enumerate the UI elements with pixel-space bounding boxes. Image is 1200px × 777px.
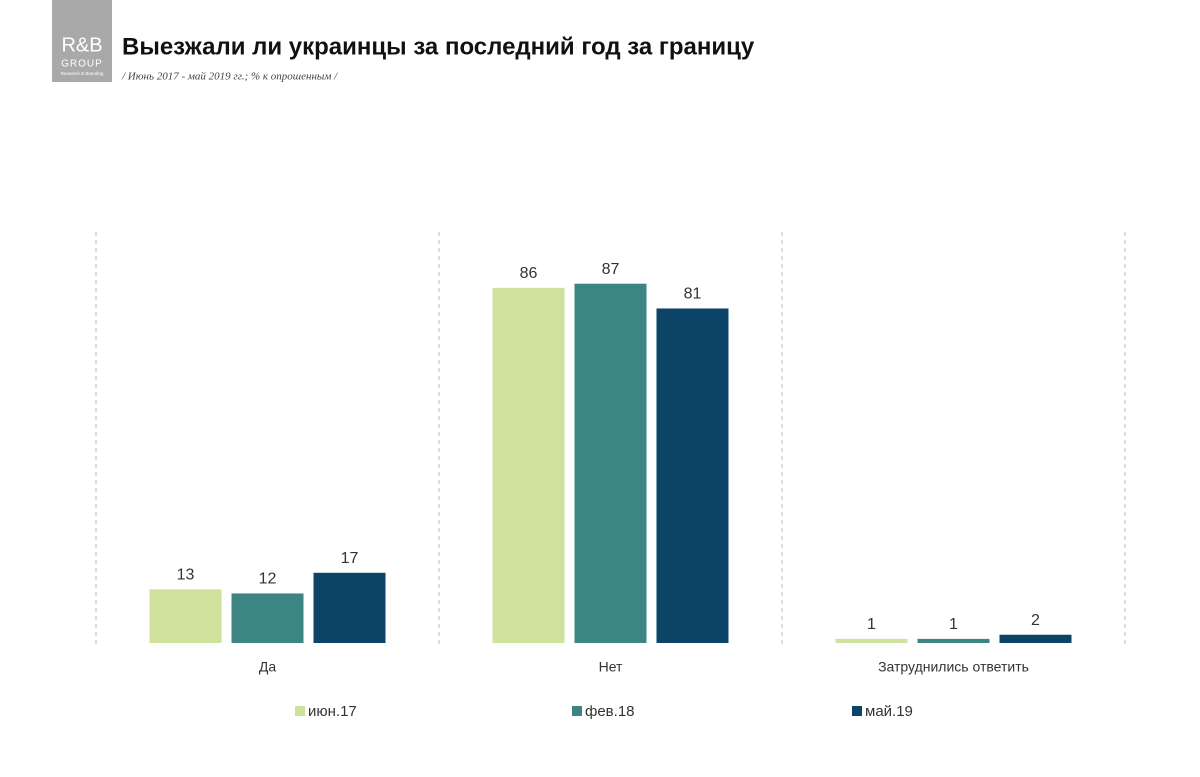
logo-text: GROUP — [61, 59, 103, 70]
bar — [999, 634, 1072, 643]
legend-label: июн.17 — [308, 703, 357, 720]
chart-title: Выезжали ли украинцы за последний год за… — [122, 33, 755, 60]
legend-label: май.19 — [865, 703, 913, 720]
legend-swatch — [295, 706, 305, 716]
bar — [574, 283, 647, 643]
bar — [149, 589, 222, 643]
separators — [95, 232, 1126, 645]
value-label: 13 — [177, 567, 195, 584]
bar — [313, 572, 386, 643]
bar — [835, 638, 908, 643]
value-label: 87 — [602, 261, 620, 278]
value-label: 2 — [1031, 612, 1040, 629]
value-label: 1 — [949, 616, 958, 633]
bar — [656, 308, 729, 643]
value-label: 86 — [520, 265, 538, 282]
x-tick-label: Затруднились ответить — [878, 659, 1029, 675]
x-tick-label: Да — [259, 659, 276, 675]
logo-box — [52, 0, 112, 82]
bar — [917, 638, 990, 643]
logo-text: R&B — [61, 34, 102, 56]
value-label: 1 — [867, 616, 876, 633]
chart-subtitle: / Июнь 2017 - май 2019 гг.; % к опрошенн… — [121, 71, 338, 83]
bar — [492, 287, 565, 643]
legend-label: фев.18 — [585, 703, 635, 720]
legend-swatch — [572, 706, 582, 716]
legend-swatch — [852, 706, 862, 716]
logo-text: Research & Branding — [61, 71, 104, 76]
value-label: 12 — [259, 571, 277, 588]
bar — [231, 593, 304, 643]
x-tick-label: Нет — [599, 659, 623, 675]
value-label: 81 — [684, 286, 702, 303]
value-label: 17 — [341, 550, 359, 567]
